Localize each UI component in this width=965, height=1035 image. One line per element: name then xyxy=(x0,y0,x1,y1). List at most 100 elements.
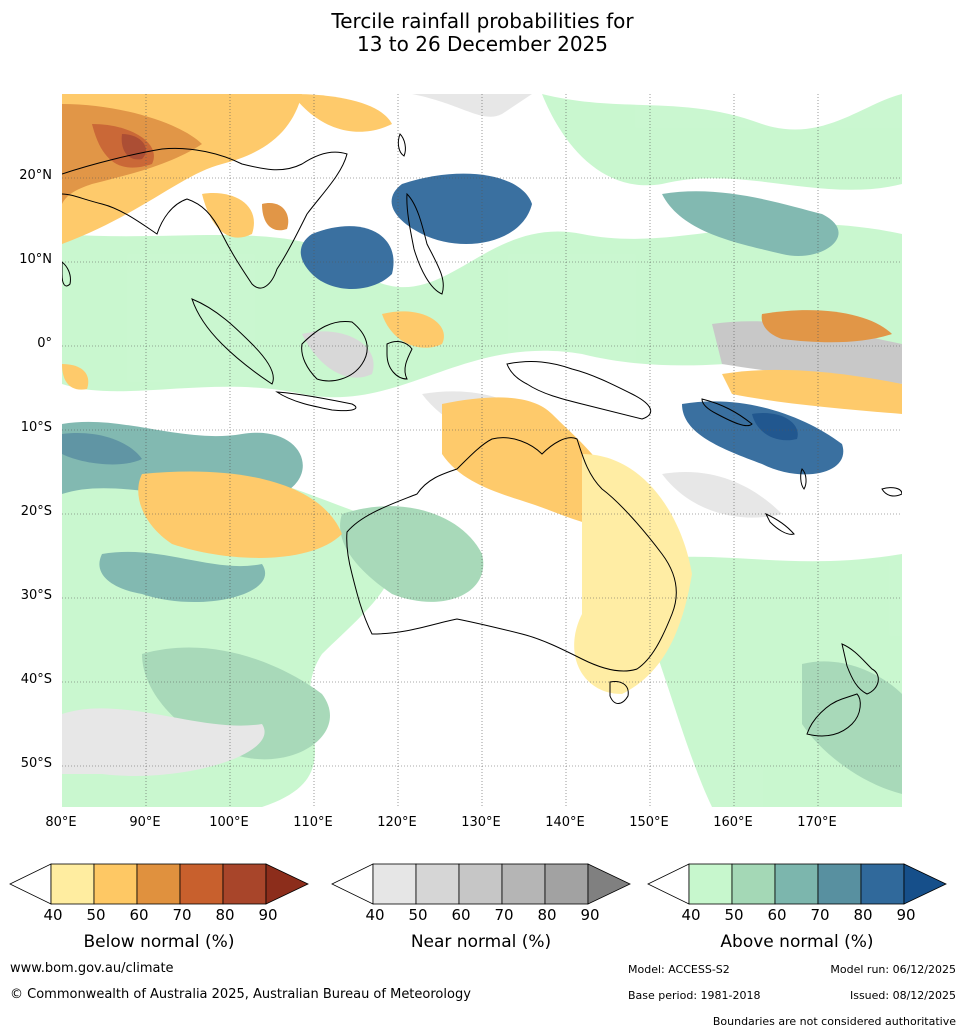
colorbar-above-swatch-5 xyxy=(860,863,905,905)
java-coast xyxy=(275,391,357,412)
lat-label-40s: 40°S xyxy=(20,672,52,687)
model-run-date: Model run: 06/12/2025 xyxy=(830,963,956,976)
tick-near-90: 90 xyxy=(580,906,600,924)
tick-above-90: 90 xyxy=(896,906,916,924)
coastlines xyxy=(62,133,902,737)
field-above-50b xyxy=(340,506,484,602)
field-below-50g xyxy=(382,311,444,348)
colorbar-above-swatch-2 xyxy=(731,863,776,905)
colorbar-near-swatch-3 xyxy=(458,863,503,905)
colorbar-near-extend-high xyxy=(587,863,631,905)
tick-near-80: 80 xyxy=(537,906,557,924)
field-near-40 xyxy=(412,94,532,117)
field-below-60c xyxy=(761,310,892,343)
colorbar-above-swatches xyxy=(647,863,947,905)
colorbar-below-swatch-2 xyxy=(93,863,138,905)
solomon-coast xyxy=(701,398,753,427)
tick-below-70: 70 xyxy=(172,906,192,924)
borneo-coast xyxy=(301,320,368,382)
sumatra-coast xyxy=(191,298,274,385)
field-near-50 xyxy=(302,331,374,378)
tick-near-40: 40 xyxy=(365,906,385,924)
fiji-coast xyxy=(881,487,902,497)
field-below-50d xyxy=(138,471,342,558)
lat-label-10s: 10°S xyxy=(20,420,52,435)
map-title: Tercile rainfall probabilities for 13 to… xyxy=(0,10,965,56)
tick-below-90: 90 xyxy=(258,906,278,924)
colorbar-below-swatch-1 xyxy=(50,863,95,905)
lat-label-50s: 50°S xyxy=(20,756,52,771)
tick-below-50: 50 xyxy=(86,906,106,924)
website-link[interactable]: www.bom.gov.au/climate xyxy=(10,961,174,976)
colorbar-near-swatch-5 xyxy=(544,863,589,905)
colorbar-near xyxy=(331,863,631,905)
field-above-60c xyxy=(662,191,839,256)
lat-label-10n: 10°N xyxy=(19,252,52,267)
tick-above-40: 40 xyxy=(681,906,701,924)
field-above-50c xyxy=(802,661,902,794)
base-period: Base period: 1981-2018 xyxy=(628,989,761,1002)
colorbar-above-swatch-1 xyxy=(688,863,733,905)
colorbar-above-extend-high xyxy=(903,863,947,905)
copyright-text: © Commonwealth of Australia 2025, Austra… xyxy=(10,987,471,1002)
field-above-60b xyxy=(99,551,266,603)
field-above-80c xyxy=(682,401,844,475)
lat-label-20s: 20°S xyxy=(20,504,52,519)
title-line-1: Tercile rainfall probabilities for xyxy=(331,9,634,33)
lon-label-100e: 100°E xyxy=(209,815,249,830)
colorbar-above-extend-low xyxy=(647,863,690,905)
field-above-40d xyxy=(542,94,902,190)
colorbar-below-extend-high xyxy=(265,863,309,905)
lon-label-140e: 140°E xyxy=(545,815,585,830)
colorbar-below xyxy=(9,863,309,905)
lon-label-150e: 150°E xyxy=(629,815,669,830)
vanuatu-coast xyxy=(800,468,807,490)
colorbar-below-swatch-3 xyxy=(136,863,181,905)
lon-label-130e: 130°E xyxy=(461,815,501,830)
tick-below-80: 80 xyxy=(215,906,235,924)
title-line-2: 13 to 26 December 2025 xyxy=(356,32,608,56)
tasmania-coast xyxy=(609,681,629,704)
colorbar-above-swatch-4 xyxy=(817,863,862,905)
colorbar-near-swatch-2 xyxy=(415,863,460,905)
colorbar-near-swatches xyxy=(331,863,631,905)
field-above-80b xyxy=(300,226,394,289)
field-near-40d xyxy=(62,708,265,776)
tick-below-60: 60 xyxy=(129,906,149,924)
lon-label-120e: 120°E xyxy=(377,815,417,830)
field-above-50 xyxy=(142,647,330,760)
field-above-70 xyxy=(62,433,142,465)
colorbar-near-swatch-1 xyxy=(372,863,417,905)
tick-near-70: 70 xyxy=(494,906,514,924)
field-below-60b xyxy=(262,203,289,231)
legend-title-below: Below normal (%) xyxy=(83,932,235,952)
new-caledonia-coast xyxy=(764,512,795,535)
australia-coast xyxy=(346,437,677,672)
lon-label-80e: 80°E xyxy=(45,815,77,830)
issued-date: Issued: 08/12/2025 xyxy=(849,989,956,1002)
lat-label-20n: 20°N xyxy=(19,168,52,183)
colorbar-above xyxy=(647,863,947,905)
lat-label-30s: 30°S xyxy=(20,588,52,603)
nz-south-coast xyxy=(806,693,861,737)
colorbar-below-swatch-4 xyxy=(179,863,224,905)
field-near-40c xyxy=(662,472,782,518)
colorbar-below-extend-low xyxy=(9,863,52,905)
colorbar-near-extend-low xyxy=(331,863,374,905)
forecast-map xyxy=(61,93,903,808)
colorbar-below-swatch-5 xyxy=(222,863,267,905)
tick-above-70: 70 xyxy=(810,906,830,924)
field-above-80 xyxy=(391,173,532,244)
colorbar-near-swatch-4 xyxy=(501,863,546,905)
colorbar-above-swatch-3 xyxy=(774,863,819,905)
tick-above-60: 60 xyxy=(767,906,787,924)
model-name: Model: ACCESS-S2 xyxy=(628,963,730,976)
field-below-50h xyxy=(62,364,89,390)
sulawesi-coast xyxy=(386,341,413,380)
gridlines xyxy=(62,94,902,807)
tick-above-50: 50 xyxy=(724,906,744,924)
field-below-50e xyxy=(442,397,622,527)
se-asia-coast xyxy=(62,147,348,289)
tick-near-50: 50 xyxy=(408,906,428,924)
legend-title-near: Near normal (%) xyxy=(410,932,552,952)
